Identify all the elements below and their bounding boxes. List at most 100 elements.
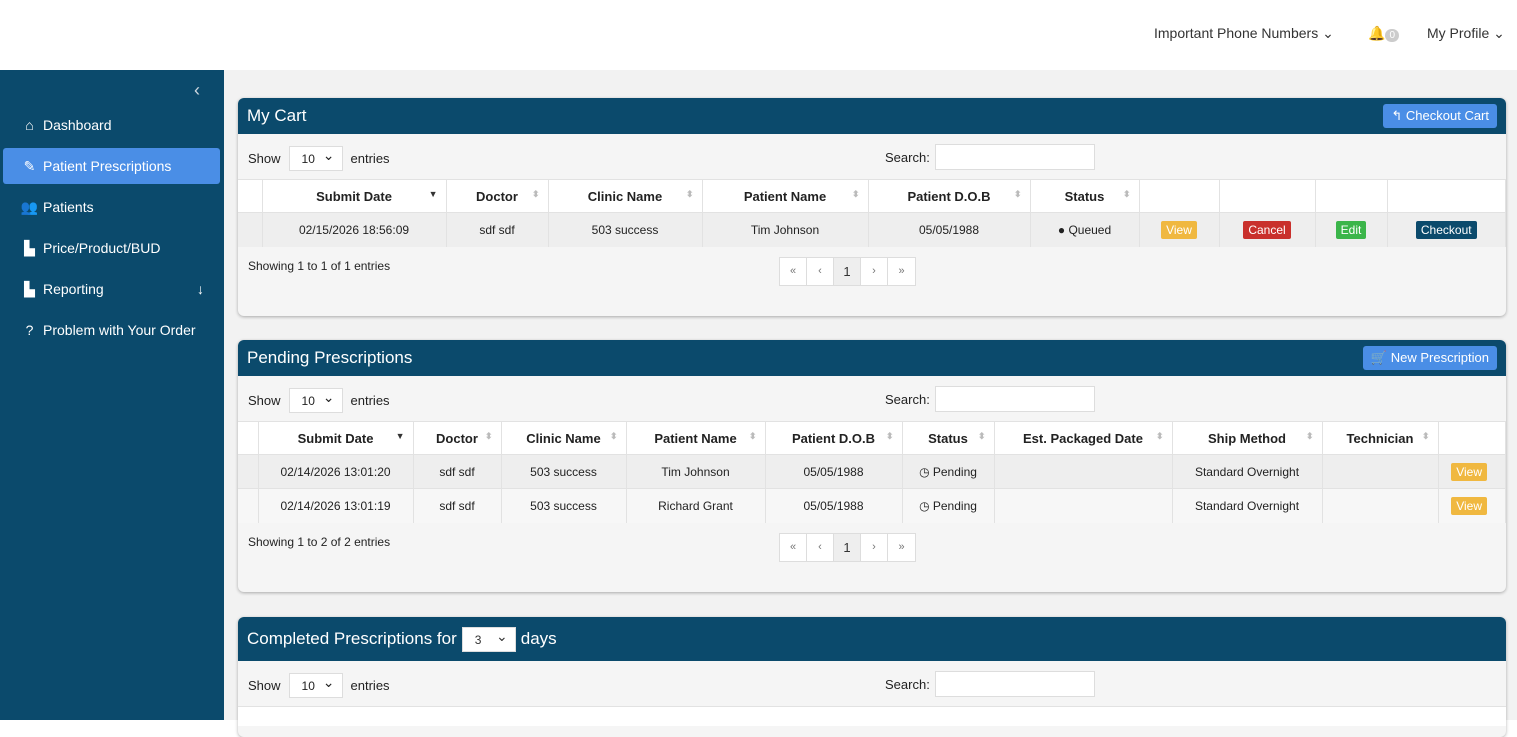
first-page-button[interactable]: « xyxy=(780,257,807,285)
search-label: Search: xyxy=(885,149,930,165)
sidebar-item-reporting[interactable]: ▙ Reporting ↓ xyxy=(3,271,220,307)
column-header[interactable]: Submit Date ▼ xyxy=(262,179,447,213)
view: View xyxy=(1438,454,1506,489)
row-spacer xyxy=(238,212,263,247)
sort-icon[interactable]: ⬍ xyxy=(531,189,540,199)
chevron-down-icon: ⌄ xyxy=(1493,25,1505,41)
cart-table: Submit Date ▼ Doctor ⬍ Clinic Name ⬍ Patient N… xyxy=(238,179,1506,247)
column-header[interactable]: Clinic Name ⬍ xyxy=(501,421,627,455)
prev-page-button[interactable]: ‹ xyxy=(807,533,834,561)
sort-desc-icon[interactable]: ▼ xyxy=(428,189,438,199)
view-button[interactable]: View xyxy=(1451,462,1487,481)
search-input[interactable] xyxy=(934,386,1095,412)
important-phone-numbers-dropdown[interactable]: Important Phone Numbers ⌄ xyxy=(1154,25,1334,42)
search-input[interactable] xyxy=(934,671,1095,697)
view-button[interactable]: View xyxy=(1161,220,1197,239)
cancel: Cancel xyxy=(1219,212,1316,247)
sort-icon[interactable]: ⬍ xyxy=(1155,431,1164,441)
column-header[interactable]: Est. Packaged Date ⬍ xyxy=(994,421,1173,455)
completed-prescriptions-panel: Completed Prescriptions for 3 days Show 1… xyxy=(238,617,1506,737)
reply-icon: ↰ xyxy=(1391,108,1403,123)
sidebar-item-label: Patient Prescriptions xyxy=(43,158,172,174)
sort-icon[interactable]: ⬍ xyxy=(685,189,694,199)
column-header[interactable]: Technician ⬍ xyxy=(1322,421,1439,455)
last-page-button[interactable]: » xyxy=(898,541,905,553)
sort-desc-icon[interactable]: ▼ xyxy=(395,431,405,441)
column-header[interactable]: Doctor ⬍ xyxy=(413,421,502,455)
checkout-cart-button[interactable]: ↰ Checkout Cart xyxy=(1383,104,1497,128)
column-header[interactable]: Doctor ⬍ xyxy=(446,179,549,213)
notifications-button[interactable]: 🔔 0 xyxy=(1368,25,1399,42)
status-cell: ◷ Pending xyxy=(902,454,995,489)
cancel-button[interactable]: Cancel xyxy=(1243,220,1291,239)
prev-page-button[interactable]: ‹ xyxy=(807,257,834,285)
chart-icon: ▙ xyxy=(24,239,35,256)
first-page-button[interactable]: « xyxy=(780,533,807,561)
sort-icon[interactable]: ⬍ xyxy=(609,431,618,441)
pending-prescriptions-panel: Pending Prescriptions 🛒 New Prescription… xyxy=(238,340,1506,592)
sort-icon[interactable]: ⬍ xyxy=(977,431,986,441)
search-label: Search: xyxy=(885,391,930,407)
page-1-button[interactable]: 1 xyxy=(834,257,861,285)
edit-button[interactable]: Edit xyxy=(1335,220,1367,239)
view-button[interactable]: View xyxy=(1451,496,1487,515)
days-select[interactable]: 3 xyxy=(461,626,516,652)
sort-icon[interactable]: ⬍ xyxy=(851,189,860,199)
sidebar-item-label: Patients xyxy=(43,199,94,215)
my-profile-dropdown[interactable]: My Profile ⌄ xyxy=(1427,25,1505,42)
sidebar-item-price-product-bud[interactable]: ▙ Price/Product/BUD xyxy=(3,230,220,266)
chart-icon: ▙ xyxy=(24,280,35,297)
panel-title: My Cart xyxy=(247,106,307,125)
pagination: «‹ 1 › » xyxy=(779,532,916,562)
technician xyxy=(1322,488,1439,523)
column-header[interactable]: Clinic Name ⬍ xyxy=(548,179,703,213)
page-1-button[interactable]: 1 xyxy=(834,533,861,561)
last-page-button[interactable]: » xyxy=(898,265,905,277)
next-page-button[interactable]: › xyxy=(861,257,888,285)
collapse-sidebar-button[interactable]: ‹ xyxy=(194,80,200,100)
table-info: Showing 1 to 1 of 1 entries xyxy=(248,258,391,273)
column-header[interactable]: Patient D.O.B ⬍ xyxy=(765,421,903,455)
table-row: 02/15/2026 18:56:09 sdf sdf 503 success Tim… xyxy=(238,212,1506,247)
checkout-button[interactable]: Checkout xyxy=(1415,220,1477,239)
column-header xyxy=(1438,421,1506,455)
ship-method: Standard Overnight xyxy=(1172,488,1323,523)
clock-icon: ◷ xyxy=(919,498,933,513)
sort-icon[interactable]: ⬍ xyxy=(1013,189,1022,199)
sort-icon[interactable]: ⬍ xyxy=(484,431,493,441)
patient-dob: 05/05/1988 xyxy=(765,454,903,489)
question-icon: ? xyxy=(25,322,34,338)
column-header[interactable]: Patient Name ⬍ xyxy=(626,421,766,455)
sidebar-item-dashboard[interactable]: ⌂ Dashboard xyxy=(3,107,220,143)
submit-date: 02/14/2026 13:01:20 xyxy=(258,454,414,489)
main-content: My Cart ↰ Checkout Cart Show 10 entries Se… xyxy=(224,70,1517,737)
clinic-name: 503 success xyxy=(501,488,627,523)
column-header[interactable]: Status ⬍ xyxy=(1030,179,1140,213)
column-header[interactable]: Submit Date ▼ xyxy=(258,421,414,455)
view: View xyxy=(1139,212,1220,247)
sort-icon[interactable]: ⬍ xyxy=(1305,431,1314,441)
sidebar-item-label: Price/Product/BUD xyxy=(43,240,161,256)
profile-label: My Profile xyxy=(1427,25,1490,41)
sort-icon[interactable]: ⬍ xyxy=(1421,431,1430,441)
sidebar-item-problem-with-your-order[interactable]: ? Problem with Your Order xyxy=(3,312,220,348)
search-input[interactable] xyxy=(934,144,1095,170)
page-size-select[interactable]: 10 xyxy=(288,146,343,171)
status-text: Pending xyxy=(932,498,977,513)
new-prescription-button[interactable]: 🛒 New Prescription xyxy=(1362,346,1497,370)
sort-icon[interactable]: ⬍ xyxy=(1122,189,1131,199)
cart-icon: 🛒 xyxy=(1370,350,1388,365)
sort-icon[interactable]: ⬍ xyxy=(748,431,757,441)
doctor: sdf sdf xyxy=(413,454,502,489)
column-header[interactable]: Ship Method ⬍ xyxy=(1172,421,1323,455)
column-header[interactable]: Status ⬍ xyxy=(902,421,995,455)
next-page-button[interactable]: › xyxy=(861,533,888,561)
column-header xyxy=(1387,179,1506,213)
page-size-select[interactable]: 10 xyxy=(288,673,343,698)
sidebar-item-patients[interactable]: 👥 Patients xyxy=(3,189,220,225)
column-header[interactable]: Patient D.O.B ⬍ xyxy=(868,179,1031,213)
sidebar-item-patient-prescriptions[interactable]: ✎ Patient Prescriptions xyxy=(3,148,220,184)
column-header[interactable]: Patient Name ⬍ xyxy=(702,179,869,213)
sort-icon[interactable]: ⬍ xyxy=(885,431,894,441)
page-size-select[interactable]: 10 xyxy=(288,388,343,413)
